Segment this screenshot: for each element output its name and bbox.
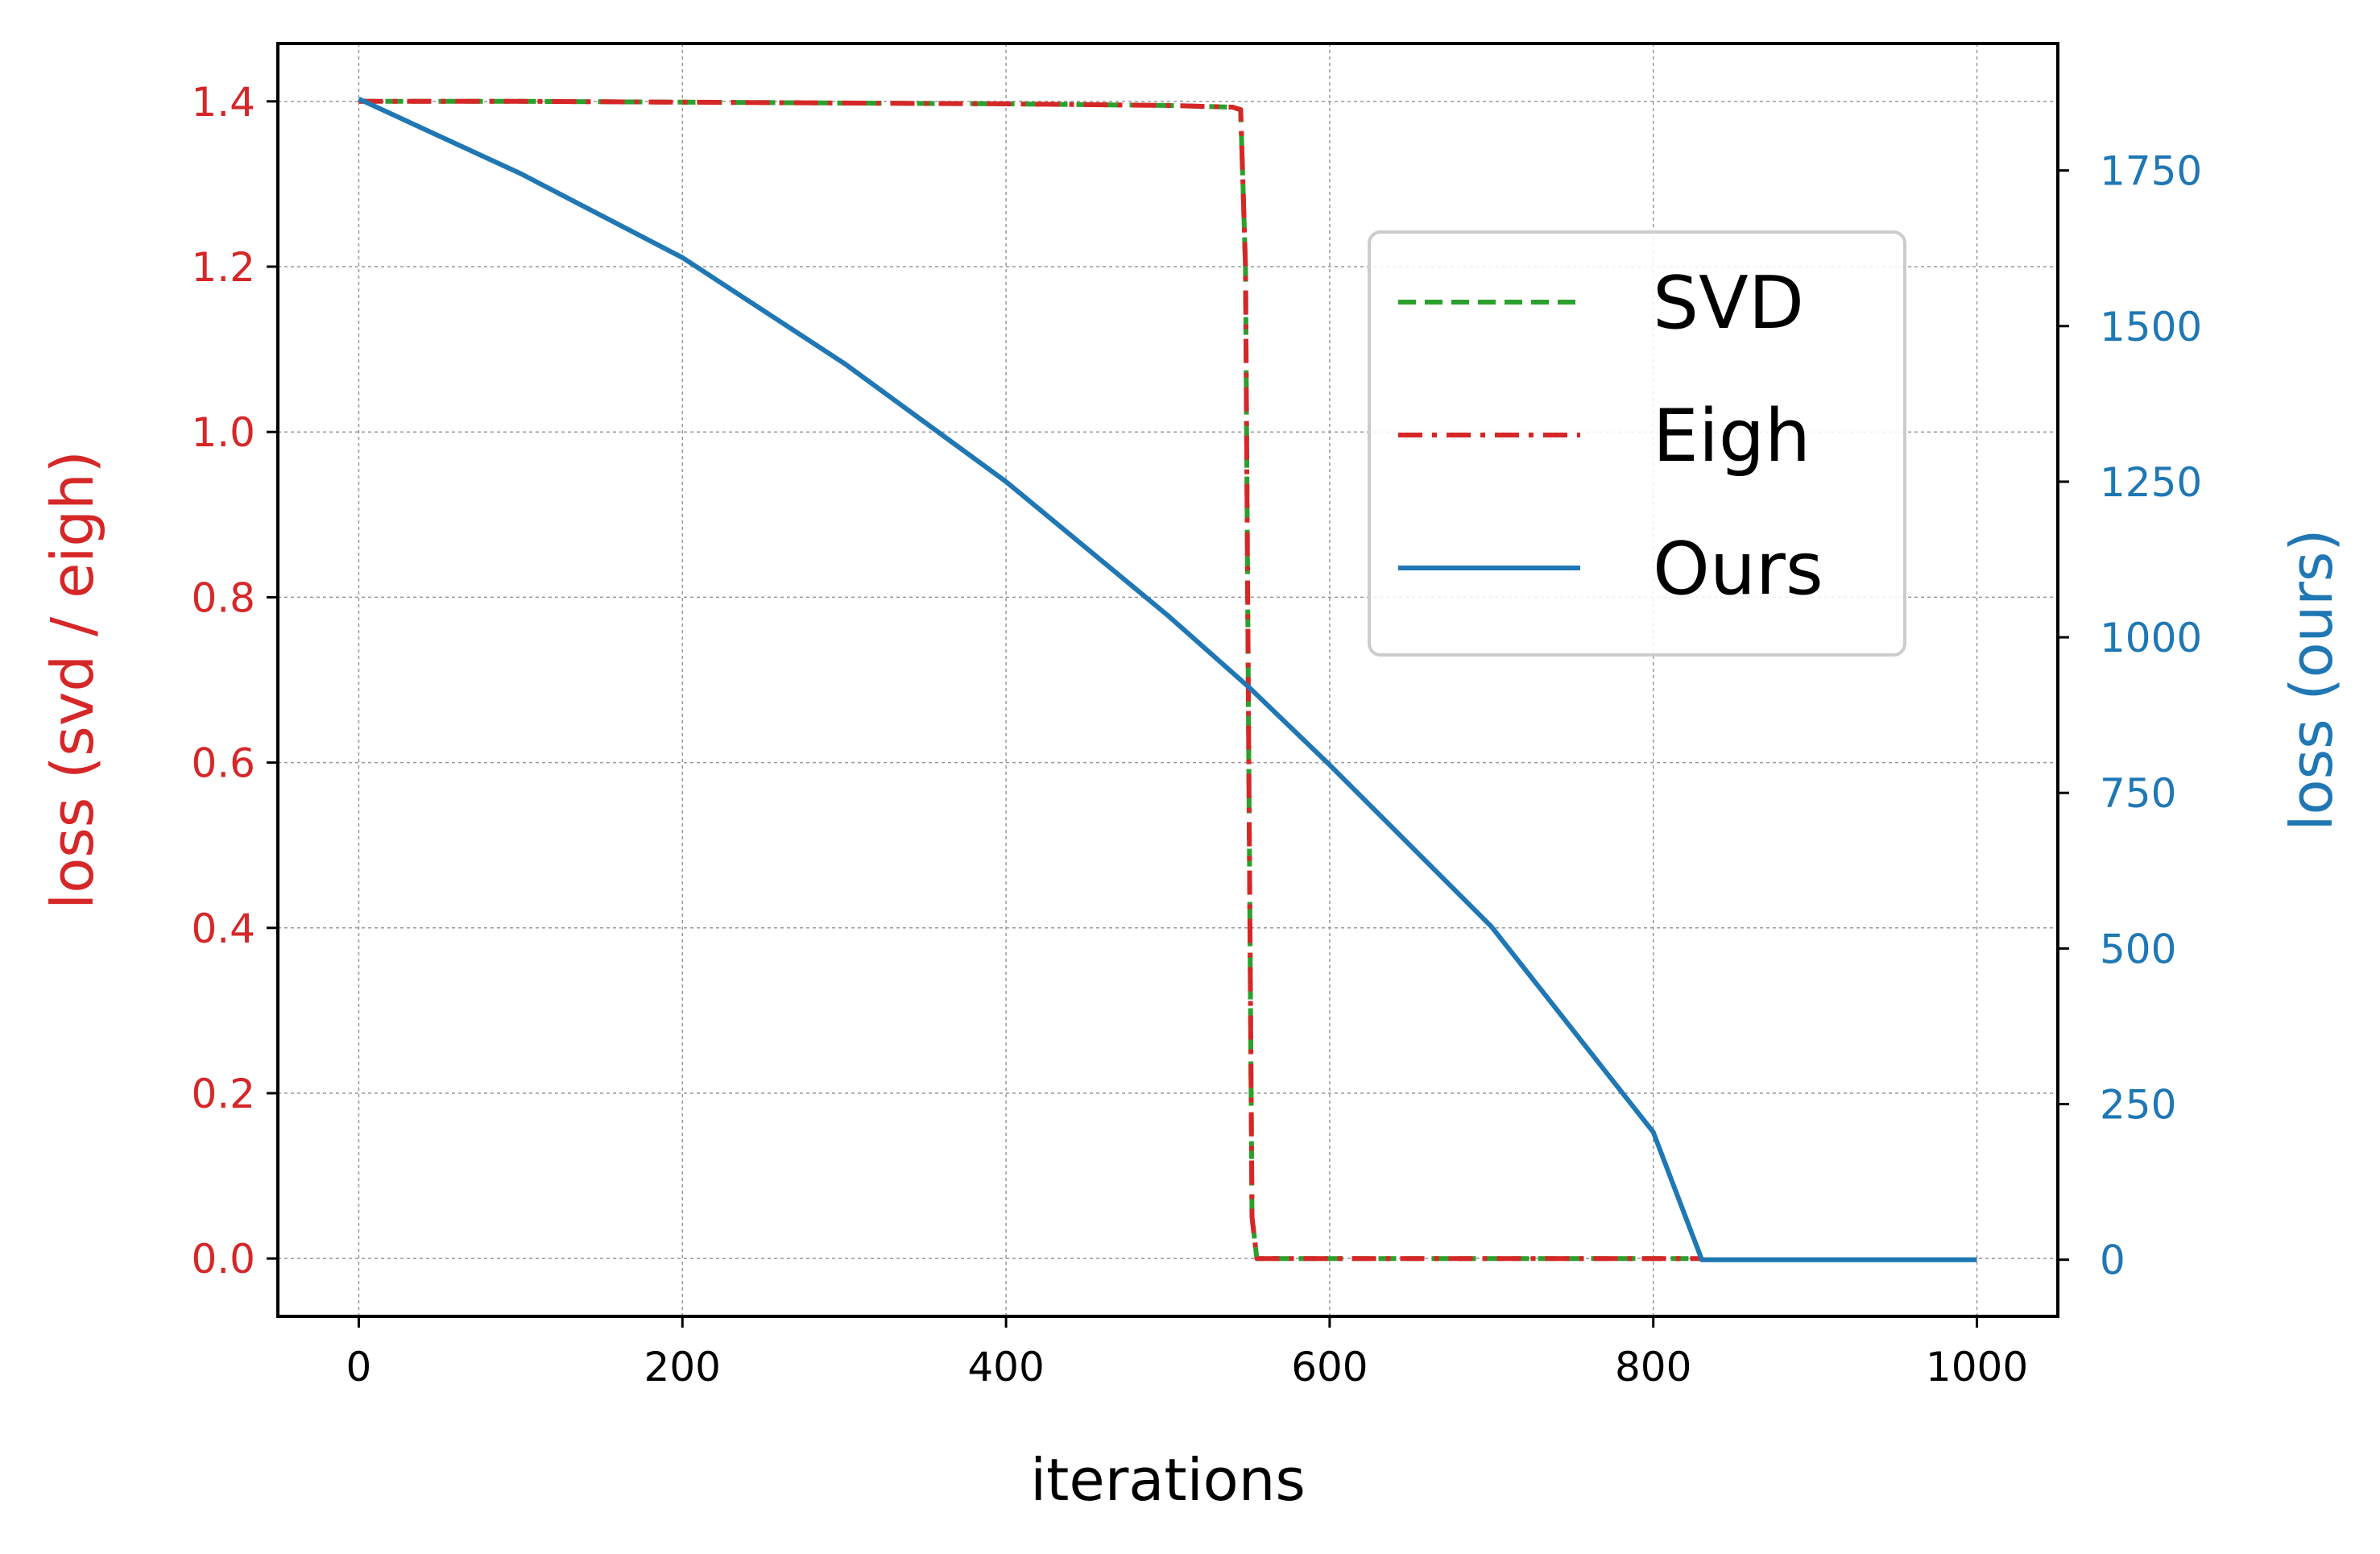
ticks: 0 200 400 600 800 1000 0.0 0.2 0.4 0.6 0.8 1.0 1.2 1.… [191,79,2202,1390]
y-right-tick-label: 500 [2100,926,2176,972]
y-axis-right-label: loss (ours) [2278,529,2345,831]
y-left-tick-label: 1.4 [191,79,255,126]
series-layer [358,97,1977,1262]
y-left-tick-label: 0.8 [191,574,255,621]
x-tick-label: 600 [1291,1344,1368,1390]
legend-label-ours: Ours [1653,527,1823,611]
series-line-eigh [358,98,1702,1262]
y-left-tick-label: 0.6 [191,740,255,787]
x-tick-label: 0 [346,1344,372,1390]
legend: SVD Eigh Ours [1368,230,1906,657]
y-right-tick-label: 1750 [2100,148,2202,195]
y-left-tick-label: 0.4 [191,905,255,952]
x-tick-label: 1000 [1926,1344,2028,1390]
y-left-tick-label: 0.2 [191,1071,255,1117]
legend-label-eigh: Eigh [1653,394,1811,479]
y-right-tick-label: 0 [2100,1237,2125,1284]
legend-label-svd: SVD [1653,261,1804,346]
x-tick-label: 400 [967,1344,1044,1390]
y-right-tick-label: 1500 [2100,304,2202,350]
plot-frame [276,42,2059,1318]
y-right-tick-label: 1000 [2100,615,2202,661]
legend-box [1368,230,1906,657]
series-line-ours [358,97,1977,1262]
y-right-tick-label: 250 [2100,1082,2176,1129]
y-right-tick-label: 1250 [2100,459,2202,506]
x-tick-label: 800 [1615,1344,1691,1390]
y-left-tick-label: 1.0 [191,409,255,456]
x-axis-label: iterations [1030,1446,1306,1514]
y-axis-left-label: loss (svd / eigh) [39,450,106,910]
grid [278,44,2058,1316]
y-left-tick-label: 1.2 [191,244,255,291]
y-right-tick-label: 750 [2100,770,2176,817]
y-left-tick-label: 0.0 [191,1236,255,1283]
x-tick-label: 200 [644,1344,721,1390]
